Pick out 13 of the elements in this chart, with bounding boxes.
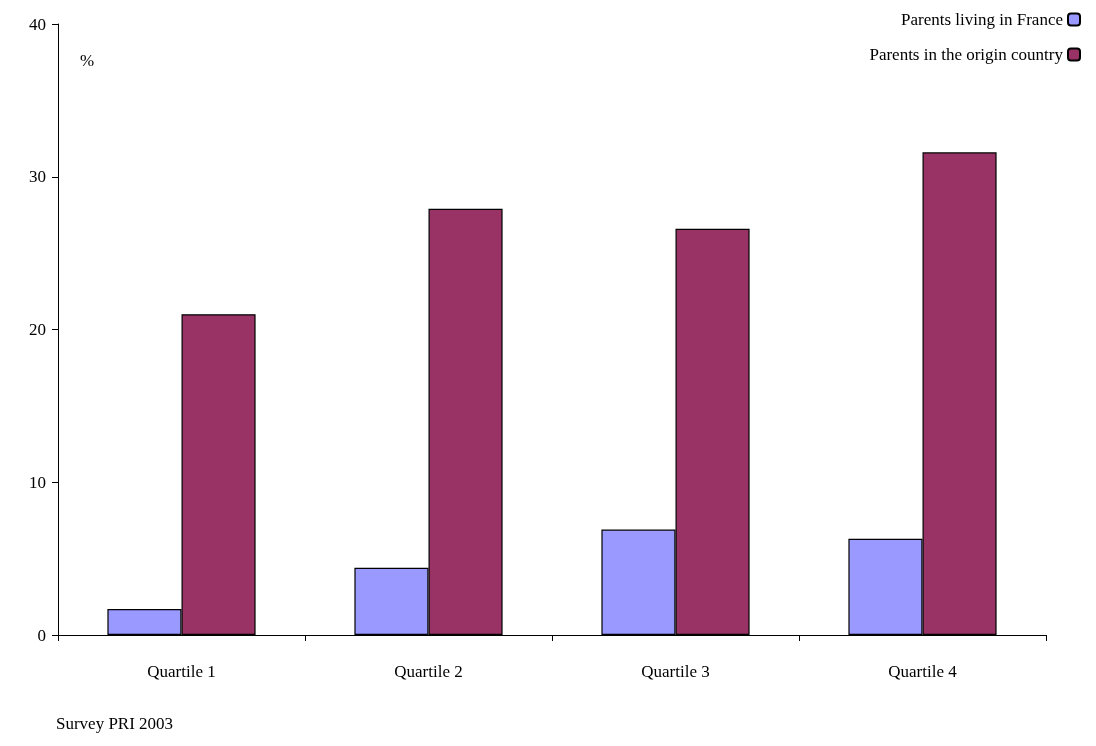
x-tick-label: Quartile 4	[888, 662, 958, 681]
x-tick-label: Quartile 3	[641, 662, 710, 681]
y-tick-label: 10	[29, 472, 46, 492]
legend-label: Parents living in France	[901, 10, 1063, 29]
x-tick-label: Quartile 2	[394, 662, 463, 681]
text: Survey PRI 2003	[56, 714, 174, 733]
y-tick-label: 0	[37, 625, 46, 645]
x-tick-label: Quartile 1	[147, 662, 216, 681]
y-tick-label: 20	[29, 320, 46, 339]
legend-label: Parents in the origin country	[869, 45, 1064, 64]
y-tick-label: 30	[29, 167, 46, 187]
y-tick-label: 40	[29, 14, 46, 34]
y-axis-title: %	[80, 51, 95, 70]
